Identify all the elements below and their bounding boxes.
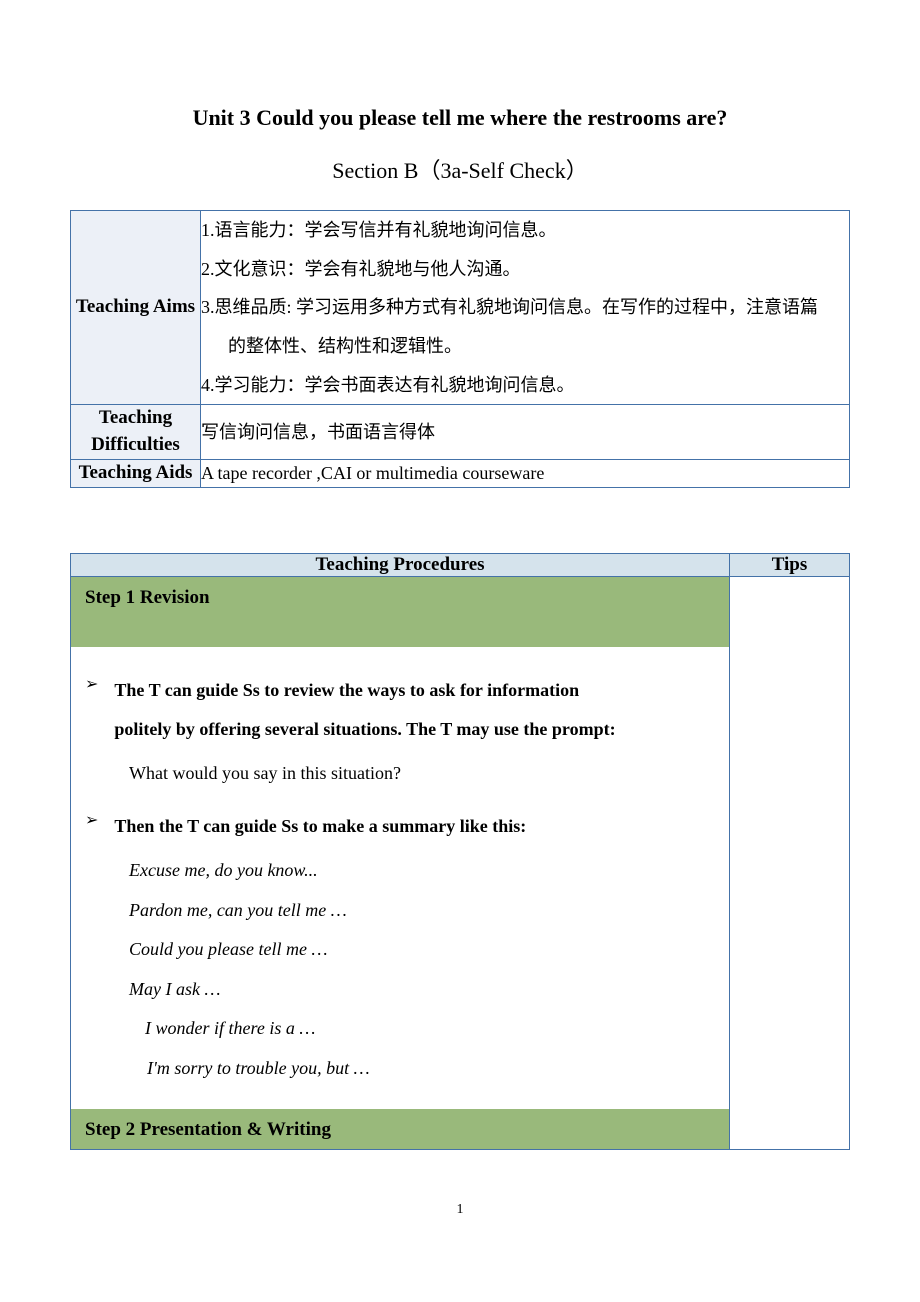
italic-line: Pardon me, can you tell me …	[129, 891, 721, 931]
aim-line: 的整体性、结构性和逻辑性。	[201, 327, 849, 366]
italic-line: May I ask …	[129, 970, 721, 1010]
table-row: Teaching Aims 1.语言能力：学会写信并有礼貌地询问信息。 2.文化…	[71, 211, 850, 405]
step2-title: Step 2 Presentation & Writing	[71, 1109, 729, 1149]
spacer	[70, 488, 850, 553]
step-spacer	[71, 617, 729, 647]
bullet-line: ➢ Then the T can guide Ss to make a summ…	[79, 807, 721, 847]
content-aids: A tape recorder ,CAI or multimedia cours…	[201, 459, 850, 487]
sub-line: What would you say in this situation?	[129, 754, 721, 794]
tips-cell	[730, 576, 850, 1149]
procedures-table: Teaching Procedures Tips Step 1 Revision…	[70, 553, 850, 1150]
italic-line: I wonder if there is a …	[145, 1009, 721, 1049]
bullet-block: ➢ Then the T can guide Ss to make a summ…	[79, 807, 721, 1088]
label-aids: Teaching Aids	[71, 459, 201, 487]
bullet-text: politely by offering several situations.…	[114, 710, 615, 750]
aim-line: 4.学习能力：学会书面表达有礼貌地询问信息。	[201, 366, 849, 405]
header-tips: Tips	[730, 553, 850, 576]
header-procedures: Teaching Procedures	[71, 553, 730, 576]
page-title-2: Section B（3a-Self Check）	[70, 153, 850, 185]
aim-line: 3.思维品质: 学习运用多种方式有礼貌地询问信息。在写作的过程中，注意语篇	[201, 288, 849, 327]
aims-table: Teaching Aims 1.语言能力：学会写信并有礼貌地询问信息。 2.文化…	[70, 210, 850, 488]
table-row: Teaching Difficulties 写信询问信息，书面语言得体	[71, 405, 850, 459]
bullet-line: ➢ The T can guide Ss to review the ways …	[79, 671, 721, 750]
table-row: Teaching Aids A tape recorder ,CAI or mu…	[71, 459, 850, 487]
aim-line: 1.语言能力：学会写信并有礼貌地询问信息。	[201, 211, 849, 250]
table-row: Teaching Procedures Tips	[71, 553, 850, 576]
page-title-1: Unit 3 Could you please tell me where th…	[70, 105, 850, 131]
step1-title: Step 1 Revision	[71, 577, 729, 617]
content-aims: 1.语言能力：学会写信并有礼貌地询问信息。 2.文化意识：学会有礼貌地与他人沟通…	[201, 211, 850, 405]
italic-line: Could you please tell me …	[129, 930, 721, 970]
label-aims: Teaching Aims	[71, 211, 201, 405]
aim-line: 2.文化意识：学会有礼貌地与他人沟通。	[201, 250, 849, 289]
bullet-block: ➢ The T can guide Ss to review the ways …	[79, 671, 721, 794]
italic-line: Excuse me, do you know...	[129, 851, 721, 891]
content-difficulties: 写信询问信息，书面语言得体	[201, 405, 850, 459]
label-difficulties: Teaching Difficulties	[71, 405, 201, 459]
bullet-text: The T can guide Ss to review the ways to…	[114, 671, 615, 711]
italic-line: I'm sorry to trouble you, but …	[147, 1049, 721, 1089]
chevron-right-icon: ➢	[85, 674, 98, 694]
table-row: Step 1 Revision ➢ The T can guide Ss to …	[71, 576, 850, 1149]
chevron-right-icon: ➢	[85, 810, 98, 830]
step1-cell: Step 1 Revision ➢ The T can guide Ss to …	[71, 576, 730, 1149]
step1-body: ➢ The T can guide Ss to review the ways …	[71, 647, 729, 1109]
page-number: 1	[70, 1202, 850, 1218]
bullet-text: Then the T can guide Ss to make a summar…	[114, 807, 526, 847]
